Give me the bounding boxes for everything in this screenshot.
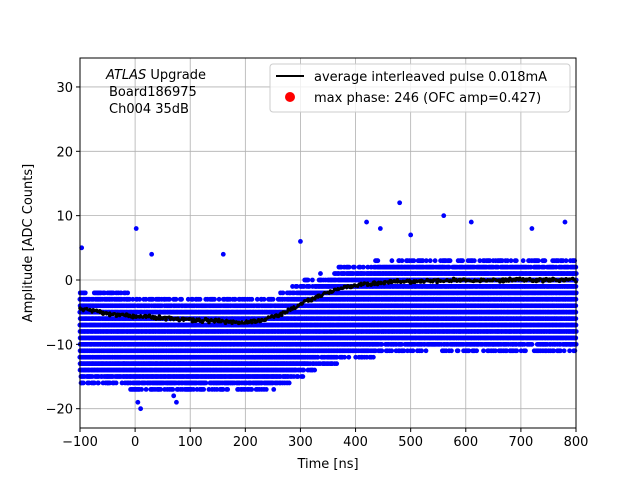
scatter-point bbox=[82, 290, 88, 296]
scatter-point bbox=[310, 277, 315, 283]
scatter-point bbox=[249, 296, 255, 302]
scatter-point bbox=[179, 296, 184, 302]
scatter-point bbox=[410, 348, 416, 354]
scatter-point bbox=[360, 264, 366, 270]
scatter-point bbox=[474, 348, 480, 354]
scatter-point bbox=[167, 296, 172, 302]
scatter-point bbox=[286, 380, 292, 386]
scatter-point bbox=[375, 258, 381, 264]
scatter-point bbox=[449, 348, 454, 354]
scatter-point bbox=[427, 258, 433, 264]
scatter-point bbox=[96, 380, 101, 386]
scatter-point bbox=[334, 361, 340, 367]
scatter-point bbox=[312, 367, 318, 373]
scatter-point bbox=[318, 271, 323, 276]
scatter-point bbox=[270, 296, 276, 302]
scatter-point bbox=[301, 367, 307, 373]
scatter-point bbox=[80, 380, 86, 386]
scatter-point bbox=[300, 374, 306, 379]
scatter-point bbox=[170, 386, 176, 392]
scatter-point bbox=[389, 348, 395, 354]
scatter-point bbox=[212, 296, 217, 302]
scatter-point bbox=[399, 258, 405, 264]
scatter-point bbox=[263, 386, 269, 392]
scatter-point bbox=[203, 380, 209, 386]
scatter-point bbox=[197, 296, 203, 302]
scatter-point bbox=[150, 296, 156, 302]
scatter-point bbox=[346, 264, 352, 270]
scatter-point bbox=[346, 354, 352, 360]
scatter-point bbox=[173, 296, 179, 302]
scatter-point bbox=[139, 386, 144, 392]
scatter-point bbox=[447, 258, 453, 264]
scatter-point bbox=[280, 290, 286, 296]
scatter-point bbox=[143, 296, 149, 302]
scatter-point bbox=[351, 264, 357, 270]
scatter-point bbox=[460, 258, 465, 264]
scatter-point bbox=[118, 290, 124, 296]
scatter-point bbox=[261, 296, 267, 302]
scatter-point bbox=[137, 296, 143, 302]
scatter-point bbox=[225, 386, 231, 392]
scatter-point bbox=[102, 290, 107, 296]
scatter-point bbox=[370, 354, 376, 360]
scatter-point bbox=[379, 348, 385, 354]
scatter-point bbox=[214, 386, 220, 392]
scatter-point bbox=[232, 296, 238, 302]
scatter-point bbox=[455, 348, 461, 354]
scatter-point bbox=[389, 258, 395, 264]
scatter-point bbox=[91, 380, 97, 386]
scatter-point bbox=[432, 258, 438, 264]
scatter-point bbox=[130, 296, 136, 302]
scatter-point bbox=[125, 290, 131, 296]
scatter-point bbox=[216, 296, 222, 302]
scatter-point bbox=[143, 386, 149, 392]
scatter-point bbox=[191, 386, 196, 392]
scatter-point bbox=[481, 348, 486, 354]
scatter-point bbox=[158, 386, 164, 392]
scatter-point bbox=[305, 277, 311, 283]
scatter-point bbox=[471, 258, 477, 264]
scatter-point bbox=[411, 258, 417, 264]
scatter-point bbox=[185, 296, 191, 302]
scatter-point bbox=[254, 296, 260, 302]
scatter-point bbox=[220, 386, 226, 392]
scatter-point bbox=[419, 348, 424, 354]
scatter-point bbox=[113, 380, 119, 386]
scatter-point bbox=[423, 348, 429, 354]
scatter-layer bbox=[77, 200, 579, 412]
scatter-point bbox=[249, 386, 255, 392]
scatter-point bbox=[271, 386, 277, 392]
